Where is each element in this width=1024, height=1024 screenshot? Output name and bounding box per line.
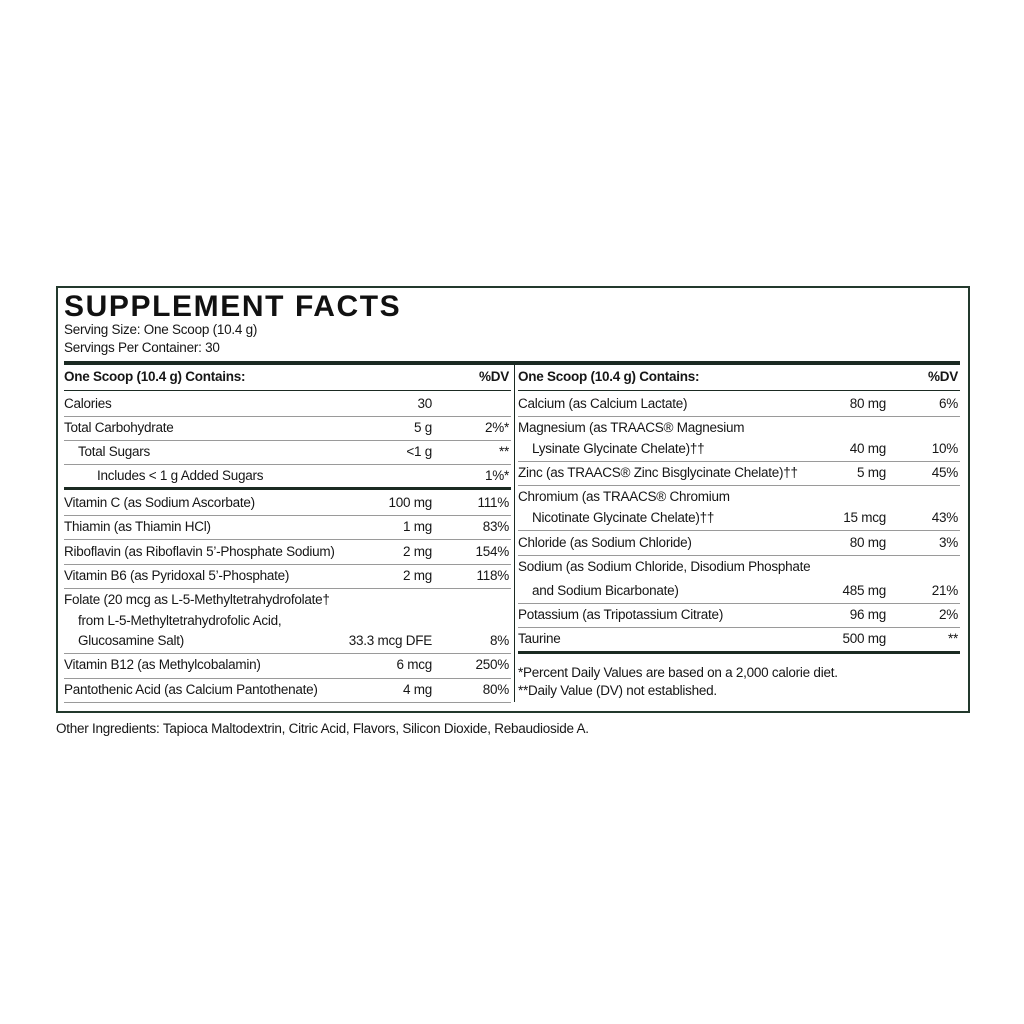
amount: 5 mg bbox=[856, 465, 886, 480]
amount: 80 mg bbox=[849, 396, 887, 411]
row-rule bbox=[64, 588, 511, 589]
other-ingredients: Other Ingredients: Tapioca Maltodextrin,… bbox=[56, 721, 589, 736]
nutrient-name: from L-5-Methyltetrahydrofolic Acid, bbox=[78, 613, 282, 628]
row-rule bbox=[64, 539, 511, 540]
nutrient-name: Chloride (as Sodium Chloride) bbox=[518, 535, 692, 550]
daily-value: 21% bbox=[931, 583, 959, 598]
dv-header: %DV bbox=[927, 369, 958, 384]
facts-title: SUPPLEMENT FACTS bbox=[64, 290, 402, 323]
nutrient-name: Total Carbohydrate bbox=[64, 420, 174, 435]
amount: <1 g bbox=[406, 444, 432, 459]
row-rule bbox=[64, 440, 511, 441]
thick-rule bbox=[64, 361, 960, 365]
row-rule bbox=[64, 390, 511, 391]
daily-value: 45% bbox=[931, 465, 959, 480]
row-rule bbox=[518, 416, 960, 417]
amount: 5 g bbox=[413, 420, 432, 435]
row-rule bbox=[518, 461, 960, 462]
column-header: One Scoop (10.4 g) Contains: bbox=[518, 369, 700, 384]
daily-value: 80% bbox=[482, 682, 510, 697]
daily-value: 2% bbox=[938, 607, 958, 622]
daily-value: 111% bbox=[477, 495, 509, 510]
amount: 2 mg bbox=[402, 568, 432, 583]
daily-value: 6% bbox=[938, 396, 958, 411]
nutrient-name: Lysinate Glycinate Chelate)†† bbox=[532, 441, 705, 456]
daily-value: 8% bbox=[489, 633, 509, 648]
daily-value: 2%* bbox=[484, 420, 509, 435]
nutrient-name: Total Sugars bbox=[78, 444, 151, 459]
column-divider bbox=[514, 364, 515, 702]
nutrient-name: Calories bbox=[64, 396, 112, 411]
nutrient-name: Vitamin B6 (as Pyridoxal 5’-Phosphate) bbox=[64, 568, 290, 583]
daily-value: 1%* bbox=[484, 468, 509, 483]
row-rule bbox=[518, 603, 960, 604]
row-rule bbox=[64, 653, 511, 654]
daily-value: 154% bbox=[475, 544, 509, 559]
row-rule bbox=[518, 627, 960, 628]
amount: 80 mg bbox=[849, 535, 887, 550]
amount: 2 mg bbox=[402, 544, 432, 559]
footnote: *Percent Daily Values are based on a 2,0… bbox=[518, 665, 838, 680]
daily-value: 83% bbox=[482, 519, 510, 534]
amount: 100 mg bbox=[388, 495, 432, 510]
nutrient-name: Includes < 1 g Added Sugars bbox=[97, 468, 264, 483]
row-rule bbox=[518, 555, 960, 556]
nutrient-name: Sodium (as Sodium Chloride, Disodium Pho… bbox=[518, 559, 811, 574]
nutrient-name: Taurine bbox=[518, 631, 561, 646]
amount: 33.3 mcg DFE bbox=[348, 633, 433, 648]
row-rule bbox=[64, 464, 511, 465]
amount: 15 mcg bbox=[843, 510, 886, 525]
amount: 6 mcg bbox=[396, 657, 432, 672]
daily-value: ** bbox=[947, 631, 958, 646]
servings-per-container: Servings Per Container: 30 bbox=[64, 340, 220, 355]
daily-value: 43% bbox=[931, 510, 959, 525]
nutrient-name: Riboflavin (as Riboflavin 5’-Phosphate S… bbox=[64, 544, 335, 559]
nutrient-name: Calcium (as Calcium Lactate) bbox=[518, 396, 688, 411]
daily-value: 118% bbox=[476, 568, 509, 583]
facts-box bbox=[56, 286, 970, 713]
thick-rule bbox=[64, 487, 511, 490]
daily-value: 10% bbox=[931, 441, 959, 456]
daily-value: 3% bbox=[938, 535, 958, 550]
nutrient-name: Zinc (as TRAACS® Zinc Bisglycinate Chela… bbox=[518, 465, 798, 480]
nutrient-name: Folate (20 mcg as L-5-Methyltetrahydrofo… bbox=[64, 592, 330, 607]
nutrient-name: Chromium (as TRAACS® Chromium bbox=[518, 489, 730, 504]
amount: 30 bbox=[417, 396, 432, 411]
nutrient-name: Potassium (as Tripotassium Citrate) bbox=[518, 607, 724, 622]
amount: 4 mg bbox=[402, 682, 432, 697]
row-rule bbox=[64, 702, 511, 703]
nutrient-name: and Sodium Bicarbonate) bbox=[532, 583, 679, 598]
row-rule bbox=[518, 485, 960, 486]
amount: 1 mg bbox=[402, 519, 432, 534]
amount: 485 mg bbox=[842, 583, 886, 598]
thick-rule bbox=[518, 651, 960, 654]
row-rule bbox=[64, 564, 511, 565]
row-rule bbox=[518, 390, 960, 391]
nutrient-name: Vitamin B12 (as Methylcobalamin) bbox=[64, 657, 261, 672]
nutrient-name: Magnesium (as TRAACS® Magnesium bbox=[518, 420, 745, 435]
footnote: **Daily Value (DV) not established. bbox=[518, 683, 717, 698]
nutrient-name: Thiamin (as Thiamin HCl) bbox=[64, 519, 211, 534]
row-rule bbox=[64, 678, 511, 679]
daily-value: ** bbox=[498, 444, 509, 459]
amount: 40 mg bbox=[849, 441, 887, 456]
nutrient-name: Nicotinate Glycinate Chelate)†† bbox=[532, 510, 715, 525]
nutrient-name: Vitamin C (as Sodium Ascorbate) bbox=[64, 495, 255, 510]
daily-value: 250% bbox=[475, 657, 509, 672]
row-rule bbox=[64, 416, 511, 417]
dv-header: %DV bbox=[478, 369, 509, 384]
row-rule bbox=[64, 515, 511, 516]
amount: 96 mg bbox=[849, 607, 887, 622]
amount: 500 mg bbox=[842, 631, 886, 646]
column-header: One Scoop (10.4 g) Contains: bbox=[64, 369, 246, 384]
nutrient-name: Glucosamine Salt) bbox=[78, 633, 185, 648]
nutrient-name: Pantothenic Acid (as Calcium Pantothenat… bbox=[64, 682, 318, 697]
row-rule bbox=[518, 530, 960, 531]
serving-size: Serving Size: One Scoop (10.4 g) bbox=[64, 322, 258, 337]
